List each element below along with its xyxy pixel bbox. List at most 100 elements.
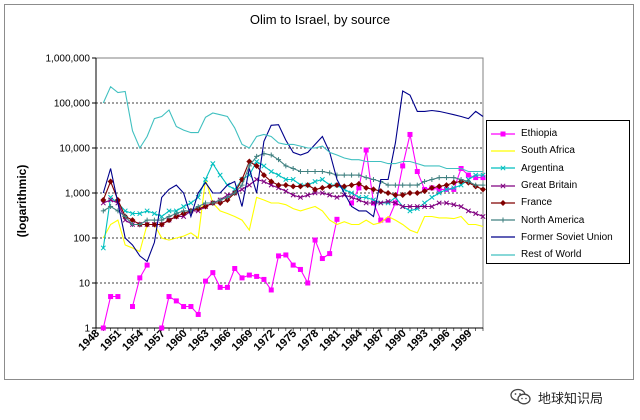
- x-tick-label: 1978: [295, 328, 321, 354]
- x-tick-label: 1951: [98, 328, 124, 354]
- data-point-france: [326, 183, 333, 190]
- legend-label: Argentina: [521, 162, 564, 174]
- data-point-argentina: [210, 161, 216, 167]
- data-point-ethiopia: [319, 256, 325, 262]
- data-point-argentina: [202, 176, 209, 183]
- data-point-france: [158, 221, 165, 228]
- data-point-north-america: [436, 175, 442, 181]
- data-point-ethiopia: [173, 298, 179, 304]
- data-point-great-britain: [319, 190, 325, 196]
- data-point-north-america: [232, 190, 238, 196]
- data-point-argentina: [261, 163, 267, 169]
- data-point-france: [151, 221, 158, 228]
- data-point-france: [282, 182, 289, 189]
- x-tick-label: 1954: [120, 327, 146, 353]
- x-tick-label: 1963: [186, 328, 212, 354]
- data-point-france: [173, 213, 180, 220]
- data-point-ethiopia: [297, 266, 303, 272]
- data-point-france: [129, 217, 136, 224]
- data-point-ethiopia: [290, 262, 296, 268]
- data-point-ethiopia: [349, 200, 355, 206]
- x-tick-label: 1969: [230, 328, 256, 354]
- data-point-argentina: [473, 172, 479, 178]
- data-point-ethiopia: [414, 169, 420, 175]
- data-point-argentina: [100, 245, 106, 251]
- data-point-north-america: [130, 221, 136, 227]
- data-point-great-britain: [246, 182, 252, 188]
- data-point-argentina: [144, 208, 150, 214]
- data-point-great-britain: [436, 200, 442, 206]
- data-point-north-america: [122, 214, 128, 220]
- data-point-great-britain: [480, 213, 486, 220]
- data-point-ethiopia: [188, 304, 194, 310]
- data-point-great-britain: [100, 200, 106, 206]
- data-point-great-britain: [385, 198, 391, 204]
- x-tick-label: 1975: [273, 328, 299, 354]
- data-point-north-america: [443, 175, 449, 181]
- y-tick-label: 10: [79, 279, 91, 290]
- data-point-france: [253, 162, 260, 169]
- data-point-france: [341, 183, 348, 190]
- data-point-great-britain: [349, 194, 355, 200]
- data-point-great-britain: [422, 203, 428, 210]
- data-point-argentina: [188, 200, 194, 206]
- data-point-france: [421, 188, 428, 195]
- data-point-ethiopia: [327, 251, 333, 257]
- data-point-north-america: [422, 179, 428, 185]
- data-point-north-america: [473, 182, 479, 188]
- data-point-great-britain: [334, 194, 340, 200]
- data-point-ethiopia: [210, 270, 216, 276]
- data-point-france: [290, 183, 297, 190]
- data-point-north-america: [195, 204, 201, 210]
- data-point-great-britain: [356, 197, 362, 203]
- data-point-north-america: [137, 221, 143, 227]
- legend-item: Argentina: [491, 160, 625, 177]
- legend-label: North America: [521, 214, 585, 226]
- data-point-ethiopia: [480, 175, 486, 181]
- data-point-north-america: [100, 208, 106, 214]
- y-tick-label: 100,000: [54, 99, 91, 110]
- data-point-france: [363, 184, 370, 191]
- x-tick-label: 1999: [449, 328, 475, 354]
- data-point-ethiopia: [203, 278, 209, 284]
- data-point-north-america: [144, 217, 150, 223]
- data-point-great-britain: [312, 190, 318, 196]
- data-point-north-america: [370, 176, 376, 182]
- legend-label: France: [521, 197, 553, 209]
- x-tick-label: 1990: [383, 328, 409, 354]
- data-point-france: [385, 190, 392, 196]
- data-point-great-britain: [465, 208, 471, 214]
- data-point-ethiopia: [261, 276, 267, 282]
- data-point-france: [180, 210, 187, 217]
- data-point-argentina: [254, 158, 260, 165]
- data-point-ethiopia: [378, 217, 384, 223]
- data-point-france: [355, 180, 362, 187]
- data-point-argentina: [414, 206, 420, 212]
- data-point-ethiopia: [108, 294, 114, 300]
- data-point-north-america: [480, 182, 486, 188]
- series-line-former-soviet-union: [102, 90, 484, 263]
- data-point-ethiopia: [283, 252, 289, 258]
- series-line-south-africa: [102, 179, 484, 253]
- legend-item: Ethiopia: [491, 125, 625, 142]
- data-point-north-america: [414, 182, 420, 188]
- legend-item: North America: [491, 211, 625, 228]
- data-point-france: [370, 186, 377, 193]
- data-point-ethiopia: [385, 217, 391, 223]
- x-tick-label: 1984: [339, 327, 365, 353]
- data-point-great-britain: [458, 203, 464, 210]
- y-tick-label: 1,000,000: [46, 54, 91, 65]
- data-point-great-britain: [108, 197, 114, 203]
- data-point-great-britain: [400, 203, 406, 210]
- data-point-north-america: [108, 204, 114, 210]
- data-point-ethiopia: [254, 273, 260, 279]
- data-point-ethiopia: [356, 185, 362, 191]
- data-point-ethiopia: [115, 294, 121, 300]
- data-point-north-america: [305, 169, 311, 175]
- data-point-argentina: [429, 194, 435, 200]
- data-point-great-britain: [443, 200, 450, 206]
- legend: Ethiopia South Africa Argentina Great Brita…: [486, 120, 630, 264]
- legend-item: France: [491, 194, 625, 211]
- data-point-france: [480, 186, 486, 193]
